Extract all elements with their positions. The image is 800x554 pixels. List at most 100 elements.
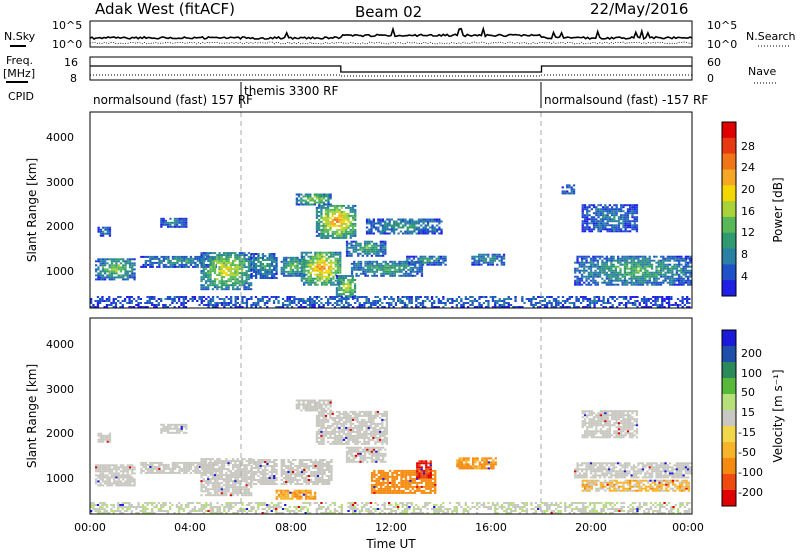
heatmap-cell xyxy=(277,489,281,492)
heatmap-cell xyxy=(162,257,165,260)
heatmap-cell xyxy=(657,283,660,286)
heatmap-cell xyxy=(332,267,335,270)
heatmap-cell xyxy=(250,475,253,477)
heatmap-cell xyxy=(320,214,323,217)
heatmap-cell xyxy=(482,259,485,262)
heatmap-cell xyxy=(430,304,434,306)
heatmap-cell xyxy=(671,267,674,270)
heatmap-cell xyxy=(321,259,324,262)
heatmap-cell xyxy=(347,285,350,288)
heatmap-cell xyxy=(478,261,481,264)
heatmap-cell xyxy=(220,280,223,283)
heatmap-cell xyxy=(101,300,104,302)
heatmap-cell xyxy=(106,478,109,481)
heatmap-cell xyxy=(630,265,633,268)
heatmap-cell xyxy=(496,306,499,308)
heatmap-cell xyxy=(318,306,321,308)
heatmap-cell xyxy=(185,465,188,468)
heatmap-cell xyxy=(381,228,384,231)
heatmap-cell xyxy=(644,281,647,284)
heatmap-cell xyxy=(422,232,425,235)
heatmap-cell xyxy=(225,480,228,483)
heatmap-cell xyxy=(597,216,600,219)
heatmap-cell xyxy=(209,458,212,461)
heatmap-cell xyxy=(334,251,337,254)
heatmap-cell xyxy=(275,471,278,473)
heatmap-cell xyxy=(608,281,611,284)
heatmap-cell xyxy=(122,464,125,467)
heatmap-cell xyxy=(241,270,244,273)
heatmap-cell xyxy=(324,214,328,217)
heatmap-cell xyxy=(187,469,190,472)
power-colorbar-swatch xyxy=(722,169,736,186)
heatmap-cell xyxy=(435,296,438,298)
heatmap-cell xyxy=(180,304,183,306)
heatmap-cell xyxy=(494,302,497,304)
heatmap-cell xyxy=(194,261,197,264)
heatmap-cell xyxy=(115,480,118,483)
heatmap-cell xyxy=(108,276,111,279)
heatmap-cell xyxy=(241,268,244,271)
heatmap-cell xyxy=(614,273,617,276)
heatmap-cell xyxy=(182,431,186,434)
heatmap-cell xyxy=(330,267,333,270)
heatmap-cell xyxy=(305,253,308,256)
heatmap-cell xyxy=(415,228,418,231)
heatmap-cell xyxy=(505,302,508,304)
heatmap-cell xyxy=(268,298,271,300)
heatmap-cell xyxy=(185,425,188,428)
heatmap-cell xyxy=(264,265,267,267)
heatmap-cell xyxy=(207,464,210,467)
heatmap-cell xyxy=(209,252,212,255)
heatmap-cell xyxy=(366,268,369,271)
heatmap-cell xyxy=(209,466,212,469)
heatmap-cell xyxy=(273,269,276,271)
heatmap-cell xyxy=(599,204,602,207)
heatmap-cell xyxy=(390,218,393,221)
heatmap-cell xyxy=(555,300,558,302)
heatmap-cell xyxy=(285,465,288,467)
heatmap-cell xyxy=(666,257,669,260)
heatmap-cell xyxy=(327,236,330,239)
heatmap-cell xyxy=(110,472,114,475)
heatmap-cell xyxy=(628,257,631,260)
heatmap-cell xyxy=(578,277,581,280)
heatmap-cell xyxy=(359,266,363,269)
heatmap-cell xyxy=(257,463,260,465)
heatmap-cell xyxy=(641,255,645,258)
heatmap-cell xyxy=(108,258,111,261)
heatmap-cell xyxy=(225,262,228,265)
heatmap-cell xyxy=(344,277,348,279)
heatmap-cell xyxy=(364,270,367,273)
heatmap-cell xyxy=(422,218,425,221)
heatmap-cell xyxy=(261,469,265,471)
heatmap-cell xyxy=(241,474,244,477)
heatmap-cell xyxy=(496,263,499,266)
heatmap-cell xyxy=(110,276,114,279)
heatmap-cell xyxy=(415,255,418,258)
heatmap-cell xyxy=(128,270,132,273)
heatmap-cell xyxy=(372,244,376,247)
heatmap-cell xyxy=(391,262,394,265)
heatmap-cell xyxy=(363,240,367,243)
heatmap-cell xyxy=(123,298,127,300)
heatmap-cell xyxy=(680,271,683,274)
heatmap-cell xyxy=(320,220,323,223)
heatmap-cell xyxy=(261,481,265,483)
heatmap-cell xyxy=(216,468,219,471)
heatmap-cell xyxy=(564,302,567,304)
heatmap-cell xyxy=(602,218,605,221)
cpid-segment-2: themis 3300 RF xyxy=(244,84,338,98)
heatmap-cell xyxy=(599,222,602,225)
heatmap-cell xyxy=(202,274,205,277)
heatmap-cell xyxy=(174,463,177,466)
heatmap-cell xyxy=(238,264,241,267)
heatmap-cell xyxy=(393,272,397,275)
heatmap-cell xyxy=(386,228,389,231)
heatmap-cell xyxy=(559,306,562,308)
heatmap-cell xyxy=(639,259,642,262)
heatmap-cell xyxy=(309,195,312,198)
heatmap-cell xyxy=(183,471,186,474)
heatmap-cell xyxy=(230,296,233,298)
heatmap-cell xyxy=(391,272,394,275)
